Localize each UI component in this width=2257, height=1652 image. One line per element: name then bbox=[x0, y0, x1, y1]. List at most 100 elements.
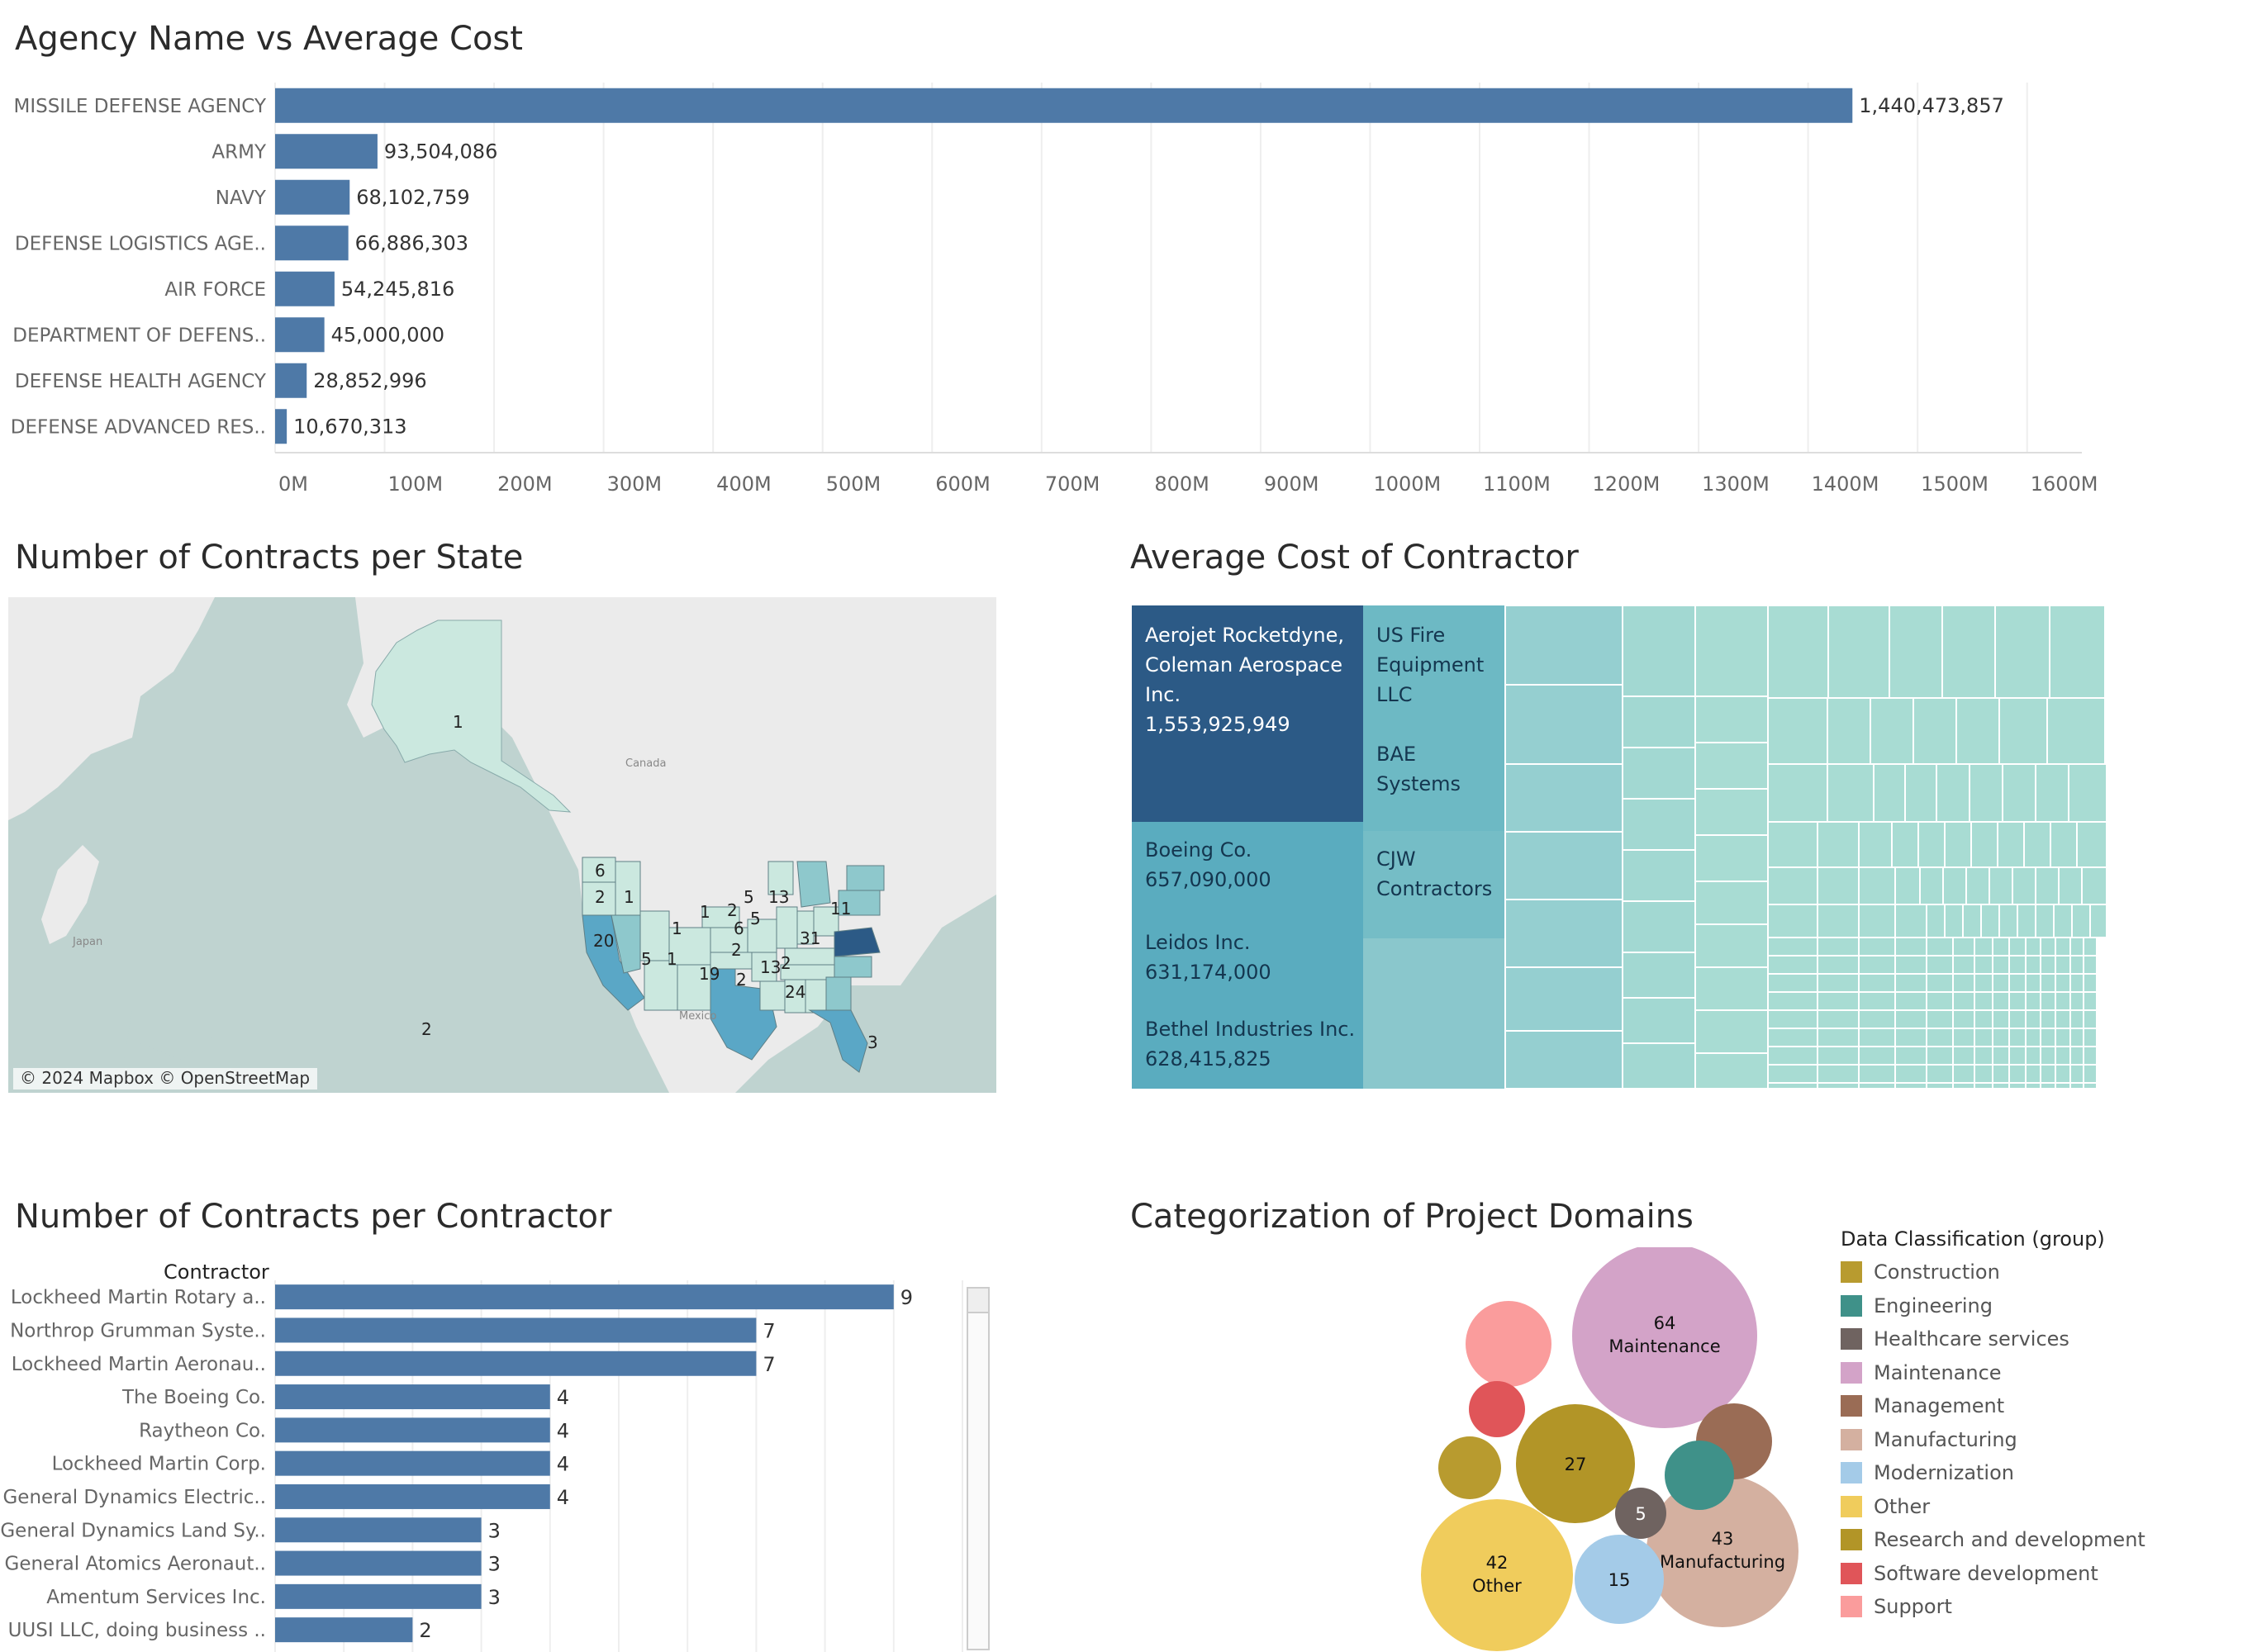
treemap-cell[interactable] bbox=[1992, 973, 2010, 993]
treemap-cell[interactable] bbox=[1974, 1009, 1993, 1029]
treemap-cell[interactable] bbox=[1858, 1028, 1896, 1047]
treemap-cell[interactable] bbox=[1894, 904, 1927, 938]
treemap-cell[interactable] bbox=[1952, 955, 1975, 975]
treemap-cell[interactable] bbox=[1694, 966, 1769, 1011]
state-ny[interactable] bbox=[846, 865, 885, 891]
treemap-cell[interactable] bbox=[1926, 1064, 1954, 1084]
bubble[interactable] bbox=[1516, 1404, 1635, 1523]
treemap-cell[interactable] bbox=[1992, 1028, 2010, 1047]
treemap-cell[interactable] bbox=[1817, 937, 1860, 957]
treemap-cell[interactable] bbox=[2055, 937, 2071, 957]
treemap-cell[interactable] bbox=[1504, 763, 1623, 833]
treemap-cell[interactable] bbox=[1622, 798, 1696, 851]
treemap-cell[interactable] bbox=[1926, 1082, 1954, 1089]
treemap-cell[interactable] bbox=[2012, 866, 2036, 905]
treemap-cell[interactable] bbox=[1992, 1046, 2010, 1066]
treemap-cell[interactable] bbox=[1926, 991, 1954, 1011]
legend-item[interactable]: Support bbox=[1841, 1590, 2237, 1624]
treemap-cell[interactable] bbox=[2083, 1064, 2098, 1084]
contractor-bar[interactable] bbox=[275, 1384, 550, 1410]
state-wi[interactable] bbox=[767, 861, 794, 895]
bubble[interactable] bbox=[1575, 1535, 1664, 1624]
bubble[interactable] bbox=[1572, 1247, 1757, 1428]
treemap-cell[interactable] bbox=[1998, 904, 2018, 938]
legend-item[interactable]: Other bbox=[1841, 1490, 2237, 1524]
treemap-cell[interactable] bbox=[1858, 1009, 1896, 1029]
agency-bar[interactable] bbox=[275, 409, 287, 444]
treemap-cell[interactable] bbox=[1926, 973, 1954, 993]
treemap-cell[interactable] bbox=[1817, 821, 1860, 868]
bubble[interactable] bbox=[1438, 1436, 1501, 1499]
state-ga[interactable] bbox=[825, 976, 852, 1011]
treemap-cell[interactable] bbox=[1952, 973, 1975, 993]
treemap-cell[interactable] bbox=[1858, 937, 1896, 957]
treemap-cell[interactable] bbox=[2069, 937, 2084, 957]
treemap-cell[interactable] bbox=[1827, 605, 1890, 699]
treemap-cell[interactable] bbox=[1992, 991, 2010, 1011]
treemap-cell[interactable] bbox=[1767, 1009, 1818, 1029]
treemap-cell[interactable] bbox=[2025, 1009, 2041, 1029]
state-map[interactable]: 1 6 2 1 20 5 1 1 1 2 5 2 6 5 13 11 31 19… bbox=[8, 597, 996, 1093]
treemap-cell[interactable] bbox=[1694, 1009, 1769, 1054]
state-fl[interactable] bbox=[808, 1009, 868, 1073]
treemap-cell[interactable] bbox=[2083, 955, 2098, 975]
treemap-cell-bae[interactable] bbox=[1363, 725, 1505, 831]
treemap-cell[interactable] bbox=[1858, 1082, 1896, 1089]
treemap-cell[interactable] bbox=[1891, 821, 1919, 868]
agency-bar[interactable] bbox=[275, 88, 1853, 123]
treemap-cell[interactable] bbox=[1504, 1030, 1623, 1089]
treemap-cell[interactable] bbox=[1767, 1082, 1818, 1089]
bubble[interactable] bbox=[1665, 1441, 1734, 1510]
treemap-cell[interactable] bbox=[1767, 1064, 1818, 1084]
state-mo[interactable] bbox=[747, 919, 777, 953]
treemap-cell[interactable] bbox=[2040, 973, 2056, 993]
treemap-cell[interactable] bbox=[2040, 1082, 2056, 1089]
treemap-cell[interactable] bbox=[1974, 1064, 1993, 1084]
treemap-cell[interactable] bbox=[1767, 955, 1818, 975]
treemap-cell[interactable] bbox=[1894, 955, 1927, 975]
treemap-cell[interactable] bbox=[1694, 742, 1769, 790]
treemap-cell-boeing[interactable] bbox=[1132, 822, 1363, 914]
treemap-cell[interactable] bbox=[2025, 973, 2041, 993]
treemap-cell[interactable] bbox=[2069, 1064, 2084, 1084]
treemap-cell-bethel[interactable] bbox=[1132, 1001, 1363, 1089]
contractor-bar[interactable] bbox=[275, 1617, 413, 1643]
treemap-cell[interactable] bbox=[2025, 955, 2041, 975]
treemap-cell[interactable] bbox=[1622, 952, 1696, 999]
treemap-cell[interactable] bbox=[1767, 605, 1829, 699]
state-ky[interactable] bbox=[784, 947, 835, 966]
treemap-cell[interactable] bbox=[1694, 605, 1769, 697]
legend-item[interactable]: Software development bbox=[1841, 1557, 2237, 1591]
state-ar[interactable] bbox=[751, 952, 777, 982]
treemap-cell[interactable] bbox=[1969, 763, 2003, 823]
treemap-cell[interactable] bbox=[1997, 821, 2025, 868]
treemap-cell[interactable] bbox=[2025, 937, 2041, 957]
state-il[interactable] bbox=[776, 906, 798, 949]
treemap-cell[interactable] bbox=[1817, 955, 1860, 975]
treemap-cell[interactable] bbox=[1504, 831, 1623, 900]
treemap-cell[interactable] bbox=[1994, 605, 2050, 699]
treemap-cell[interactable] bbox=[2089, 904, 2107, 938]
treemap-cell[interactable] bbox=[1944, 821, 1972, 868]
treemap-cell[interactable] bbox=[2083, 1009, 2098, 1029]
treemap-cell[interactable] bbox=[2008, 1009, 2027, 1029]
state-mi[interactable] bbox=[796, 861, 831, 908]
treemap-cell[interactable] bbox=[1992, 937, 2010, 957]
treemap-cell[interactable] bbox=[2055, 1082, 2071, 1089]
state-la[interactable] bbox=[759, 980, 786, 1011]
treemap-cell[interactable] bbox=[2025, 991, 2041, 1011]
state-pa[interactable] bbox=[838, 890, 881, 916]
treemap-cell[interactable] bbox=[1917, 821, 1946, 868]
treemap-cell[interactable] bbox=[1962, 904, 1982, 938]
treemap-cell[interactable] bbox=[2046, 697, 2106, 765]
treemap-cell[interactable] bbox=[1817, 991, 1860, 1011]
treemap-cell[interactable] bbox=[1974, 1082, 1993, 1089]
treemap-cell[interactable] bbox=[1965, 866, 1990, 905]
treemap-cell[interactable] bbox=[1817, 904, 1860, 938]
treemap-cell[interactable] bbox=[1913, 697, 1957, 765]
treemap-cell[interactable] bbox=[1894, 866, 1921, 905]
treemap-cell[interactable] bbox=[1767, 973, 1818, 993]
treemap-cell[interactable] bbox=[2083, 937, 2098, 957]
alaska-region[interactable] bbox=[371, 620, 572, 813]
bubble[interactable] bbox=[1469, 1381, 1525, 1437]
